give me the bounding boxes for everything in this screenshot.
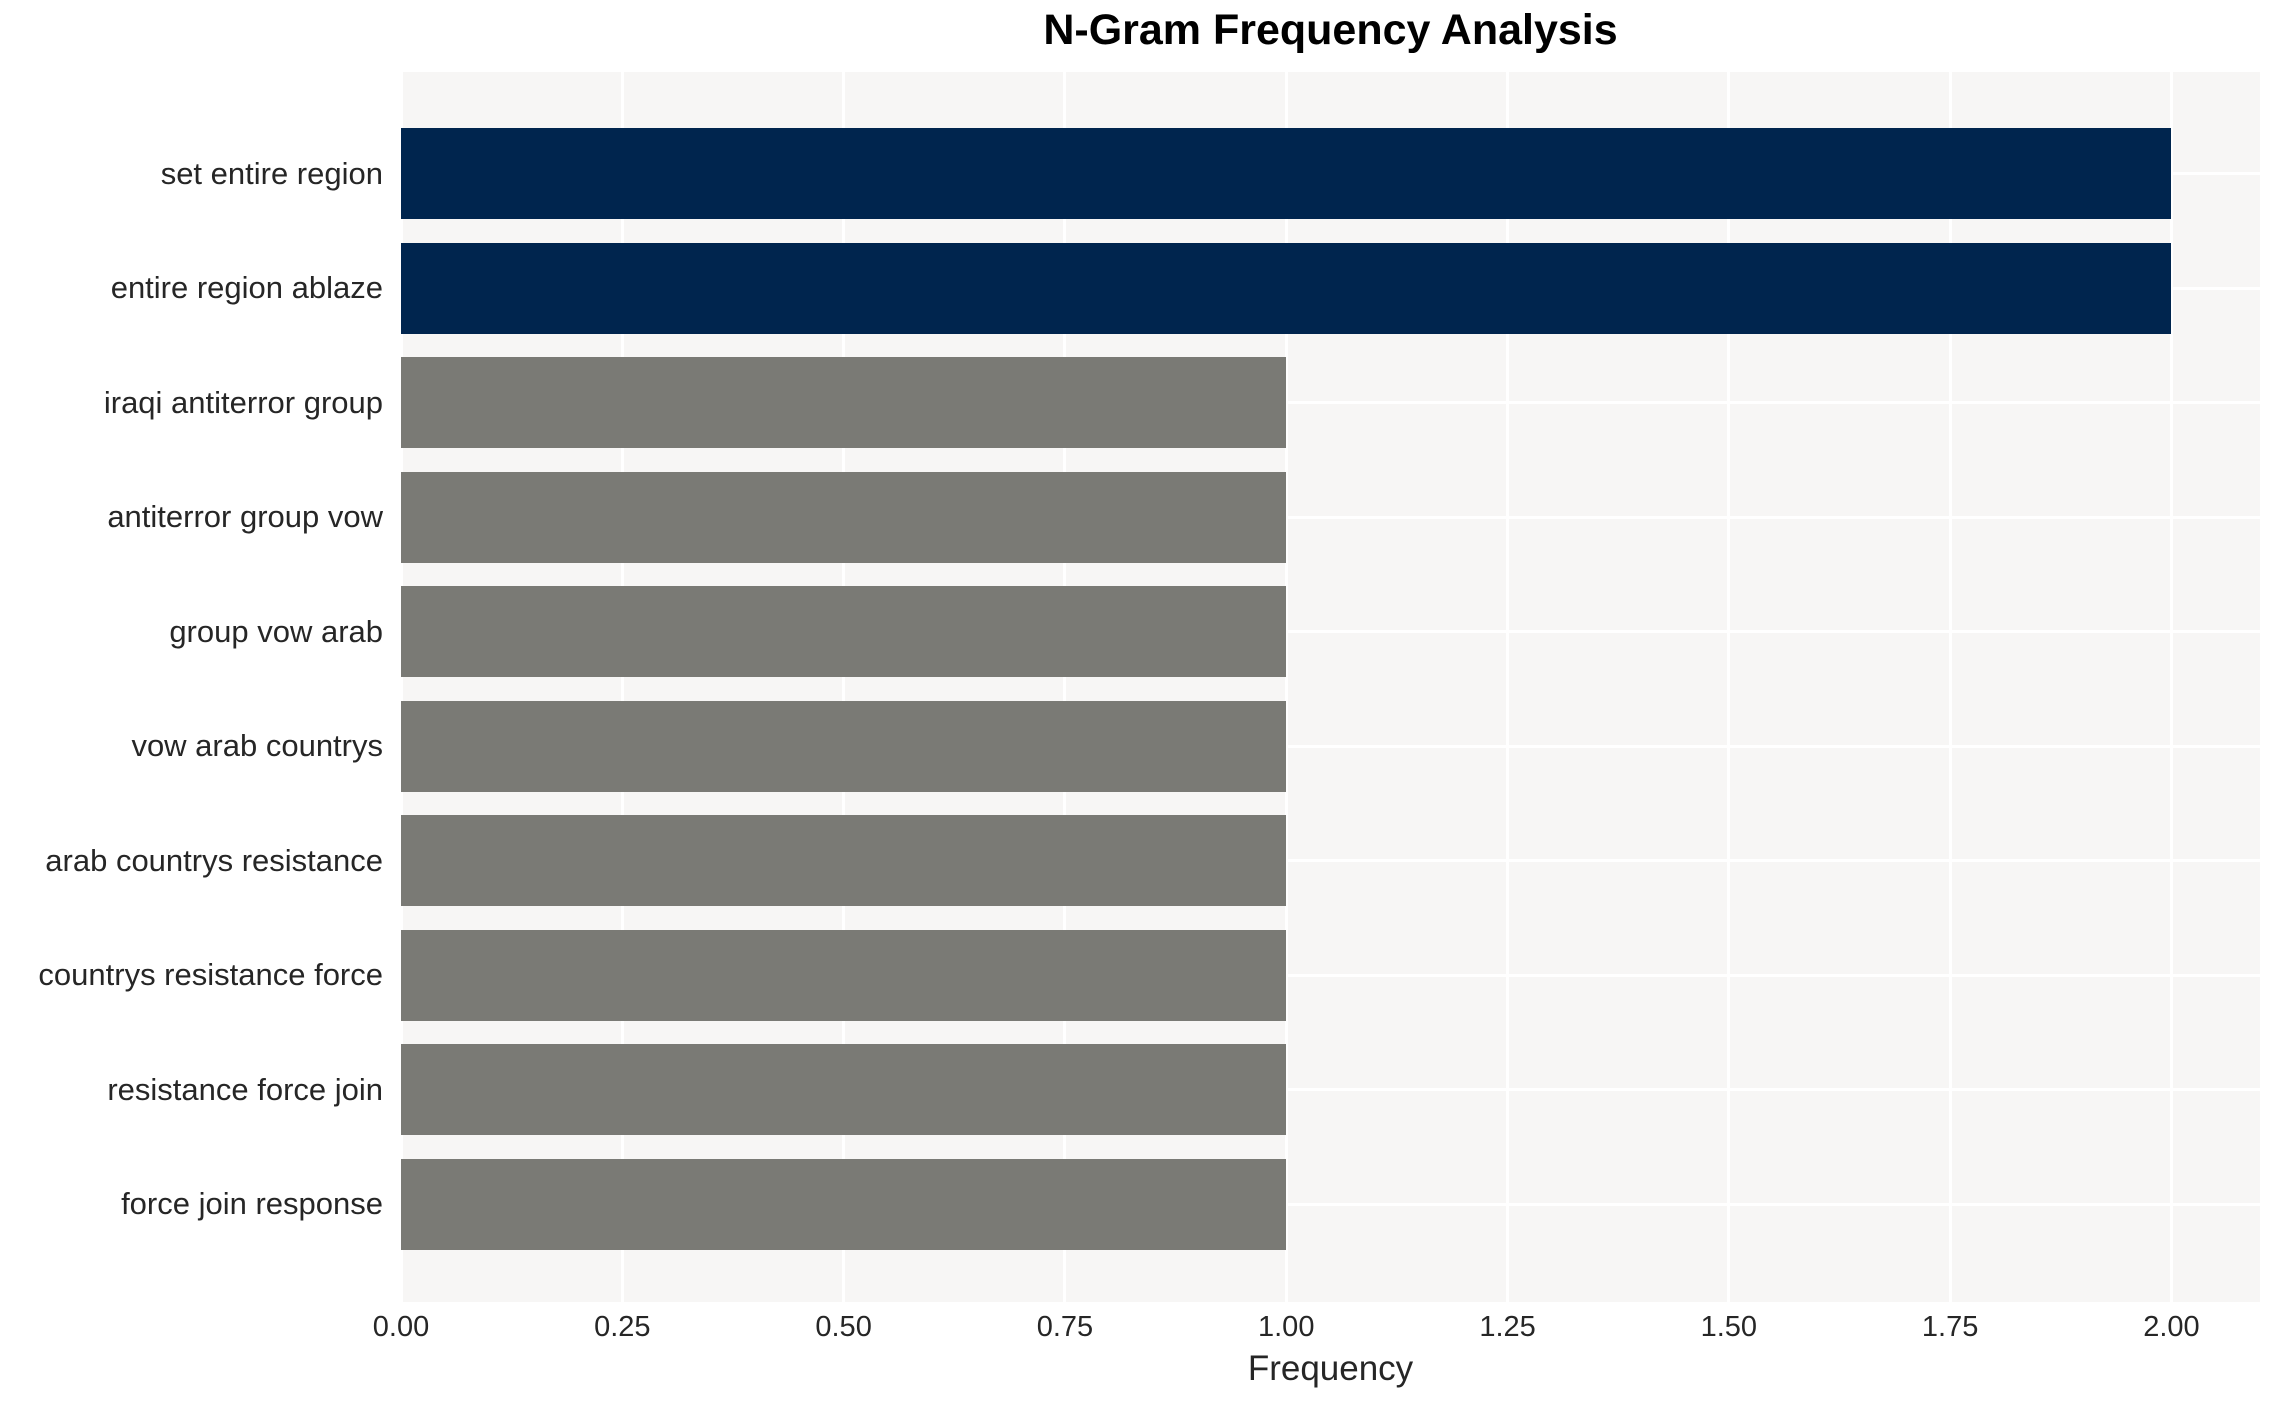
gridline-horizontal bbox=[401, 401, 2260, 405]
bar bbox=[401, 586, 1287, 678]
x-axis-title: Frequency bbox=[1247, 1349, 1414, 1388]
bar bbox=[401, 471, 1287, 563]
gridline-horizontal bbox=[401, 630, 2260, 634]
gridline-horizontal bbox=[401, 1088, 2260, 1092]
gridline-vertical bbox=[1727, 72, 1731, 1302]
y-tick-label: set entire region bbox=[160, 155, 383, 191]
bar bbox=[401, 242, 2172, 334]
gridline-horizontal bbox=[401, 744, 2260, 748]
y-tick-label: arab countrys resistance bbox=[45, 842, 383, 878]
gridline-vertical bbox=[1063, 72, 1067, 1302]
bar bbox=[401, 1044, 1287, 1136]
x-tick-label: 0.50 bbox=[815, 1311, 872, 1343]
x-tick-label: 1.75 bbox=[1921, 1311, 1979, 1343]
x-tick-label: 0.00 bbox=[372, 1311, 430, 1343]
gridline-horizontal bbox=[401, 1202, 2260, 1206]
x-tick-label: 0.75 bbox=[1036, 1311, 1094, 1343]
gridline-vertical bbox=[842, 72, 846, 1302]
x-tick-label: 1.50 bbox=[1700, 1311, 1758, 1343]
x-tick-label: 1.00 bbox=[1258, 1311, 1315, 1343]
bar bbox=[401, 815, 1287, 907]
bar bbox=[401, 128, 2172, 219]
bar bbox=[401, 700, 1287, 792]
y-tick-label: group vow arab bbox=[169, 613, 383, 649]
y-tick-label: antiterror group vow bbox=[107, 499, 383, 535]
chart-title: N-Gram Frequency Analysis bbox=[1043, 6, 1618, 54]
bar bbox=[401, 1158, 1287, 1250]
y-tick-label: countrys resistance force bbox=[38, 957, 383, 993]
x-tick-label: 2.00 bbox=[2143, 1311, 2200, 1343]
gridline-vertical bbox=[620, 72, 624, 1302]
gridline-horizontal bbox=[401, 515, 2260, 519]
gridline-vertical bbox=[1506, 72, 1510, 1302]
plot-area bbox=[401, 72, 2260, 1302]
gridline-horizontal bbox=[401, 859, 2260, 863]
bar bbox=[401, 929, 1287, 1021]
x-tick-label: 0.25 bbox=[594, 1311, 651, 1343]
x-tick-label: 1.25 bbox=[1479, 1311, 1536, 1343]
gridline-vertical bbox=[1284, 72, 1288, 1302]
y-tick-label: resistance force join bbox=[107, 1071, 383, 1107]
bar bbox=[401, 357, 1287, 449]
y-tick-label: vow arab countrys bbox=[131, 728, 383, 764]
gridline-horizontal bbox=[401, 973, 2260, 977]
y-tick-label: entire region ablaze bbox=[110, 270, 383, 306]
gridline-vertical bbox=[401, 72, 403, 1302]
gridline-vertical bbox=[2169, 72, 2173, 1302]
y-tick-label: force join response bbox=[121, 1186, 383, 1222]
gridline-vertical bbox=[1948, 72, 1952, 1302]
y-tick-label: iraqi antiterror group bbox=[103, 384, 383, 420]
